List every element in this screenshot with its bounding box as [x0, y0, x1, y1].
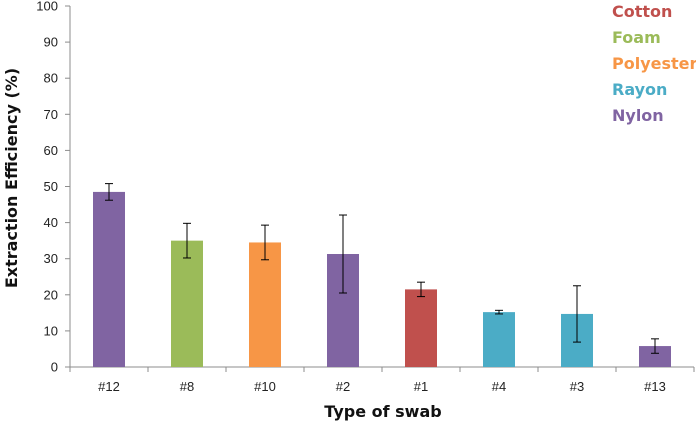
bar — [639, 346, 671, 367]
bar — [249, 242, 281, 367]
y-tick-label: 30 — [44, 251, 58, 266]
legend: Cotton Foam Polyester Rayon Nylon — [612, 2, 696, 125]
y-axis-title: Extraction Efficiency (%) — [2, 68, 21, 288]
y-tick-label: 60 — [44, 143, 58, 158]
axes — [65, 5, 695, 372]
x-tick-label: #10 — [254, 379, 276, 394]
x-tick-label: #3 — [570, 379, 584, 394]
legend-entry: Nylon — [612, 106, 664, 125]
bars — [93, 191, 671, 367]
x-tick-label: #2 — [336, 379, 350, 394]
y-tick-label: 0 — [51, 360, 58, 375]
y-tick-label: 70 — [44, 107, 58, 122]
x-tick-label: #4 — [492, 379, 506, 394]
y-tick-label: 40 — [44, 215, 58, 230]
legend-entry: Rayon — [612, 80, 667, 99]
x-tick-label: #13 — [644, 379, 666, 394]
legend-entry: Cotton — [612, 2, 672, 21]
bar — [171, 240, 203, 367]
x-tick-label: #8 — [180, 379, 194, 394]
x-tick-label: #12 — [98, 379, 120, 394]
legend-entry: Foam — [612, 28, 661, 47]
bar — [405, 289, 437, 367]
y-tick-label: 100 — [36, 0, 58, 14]
y-tick-label: 50 — [44, 179, 58, 194]
bar — [93, 191, 125, 367]
x-axis-title: Type of swab — [324, 402, 441, 421]
y-tick-label: 20 — [44, 287, 58, 302]
y-tick-label: 80 — [44, 71, 58, 86]
error-bars — [105, 183, 659, 354]
legend-entry: Polyester — [612, 54, 696, 73]
tick-labels: 0 10 20 30 40 50 60 70 80 90 100 #12 #8 #10 #2 #1 #4 #3 #1… — [36, 0, 666, 394]
y-tick-label: 10 — [44, 323, 58, 338]
y-tick-label: 90 — [44, 35, 58, 50]
x-tick-label: #1 — [414, 379, 428, 394]
bar — [483, 312, 515, 367]
